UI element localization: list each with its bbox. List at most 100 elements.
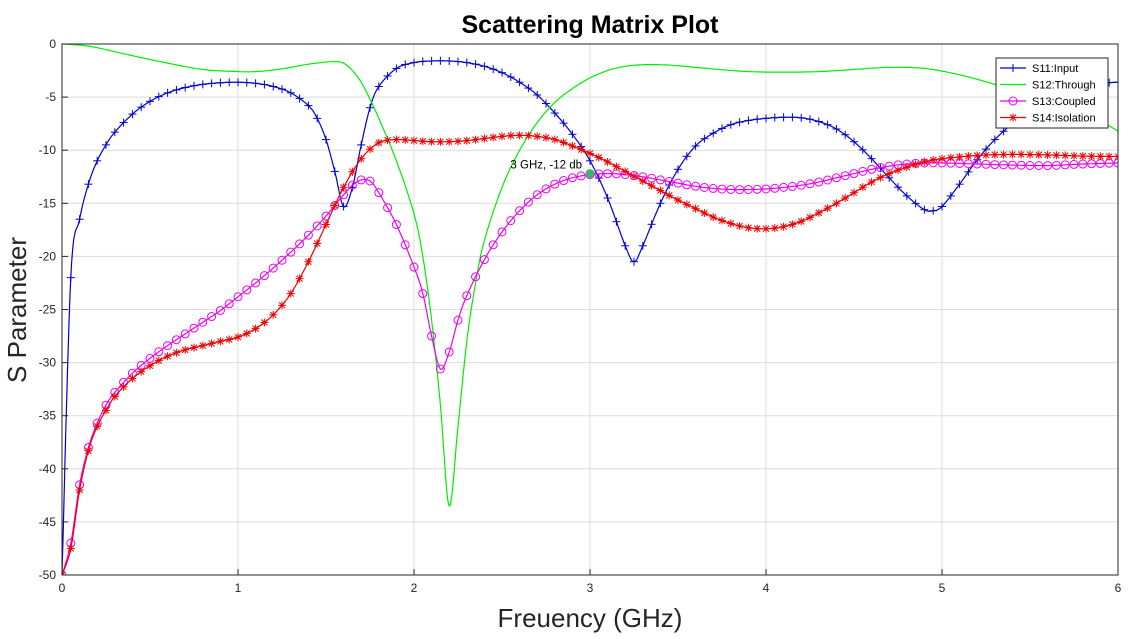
x-tick-label: 2 [411,581,418,595]
asterisk-marker [339,183,348,192]
asterisk-marker [418,137,427,146]
plus-marker [726,120,735,129]
asterisk-marker [762,224,770,233]
circle-marker [1007,160,1017,170]
asterisk-marker [1043,150,1052,159]
asterisk-marker [779,222,788,231]
y-tick-label: -50 [39,568,57,582]
circle-marker [462,291,472,301]
asterisk-marker [603,157,612,166]
asterisk-marker [234,333,242,342]
circle-marker [365,176,375,186]
circle-marker [664,177,674,187]
plus-marker [172,85,181,94]
asterisk-marker [278,301,286,310]
plus-marker [797,113,806,122]
asterisk-marker [102,406,110,415]
asterisk-marker [436,137,445,146]
plus-marker [946,191,955,200]
plus-marker [480,62,489,71]
circle-marker [999,160,1009,170]
circle-marker [761,184,771,194]
series-line [62,44,1118,507]
plus-marker [410,58,418,67]
asterisk-marker [876,173,885,182]
y-tick-label: -45 [39,515,57,529]
circle-marker [224,299,234,309]
asterisk-marker [295,274,304,283]
circle-marker [471,272,481,282]
asterisk-marker [1078,152,1087,161]
circle-marker [1043,161,1053,171]
circle-marker [831,173,841,183]
legend-label: S14:Isolation [1032,113,1096,125]
circle-marker [479,255,489,265]
ticks: 0 1 2 3 4 5 6 0 -5 -10 -15 -20 -25 -30 -35 -40 -45 -50 [39,37,1122,595]
asterisk-marker [946,153,955,162]
circle-marker [374,188,384,198]
asterisk-marker [999,150,1008,159]
circle-marker [787,181,797,191]
y-tick-label: -25 [39,303,57,317]
plus-marker [770,113,779,122]
plus-marker [102,140,110,149]
asterisk-marker [128,374,137,383]
asterisk-marker [867,178,876,187]
asterisk-marker [304,257,313,266]
plus-marker [154,92,163,101]
asterisk-marker [990,150,999,159]
asterisk-marker [515,131,524,140]
asterisk-marker [471,135,480,144]
asterisk-marker [225,335,234,344]
asterisk-marker [462,136,471,145]
circle-marker [259,271,269,281]
circle-marker [541,184,551,194]
plus-marker [656,199,665,208]
plus-marker [920,205,929,214]
series-coupled [62,158,1118,575]
plus-marker [128,110,137,119]
circle-marker [303,230,313,240]
plus-marker [867,154,876,163]
circle-marker [171,335,181,345]
circle-marker [814,177,824,187]
annotations: 3 GHz, -12 db [510,160,595,179]
asterisk-marker [427,137,436,146]
asterisk-marker [286,289,295,298]
circle-marker [735,185,745,195]
asterisk-marker [586,149,594,158]
plus-marker [339,202,348,211]
plus-marker [630,257,638,266]
circle-marker [277,255,287,265]
asterisk-marker [577,145,586,154]
circle-marker [752,184,762,194]
asterisk-marker [550,135,559,144]
plus-marker [542,99,550,108]
circle-marker [409,262,419,272]
asterisk-marker [93,422,102,431]
plus-marker [66,273,75,282]
circle-marker [356,175,366,185]
asterisk-marker [392,135,401,144]
legend-entry: S14:Isolation [1000,113,1096,125]
asterisk-marker [841,194,850,203]
legend-entry: S12:Through [1000,80,1096,92]
plus-marker [762,114,770,123]
plus-marker [964,167,973,176]
circle-marker [805,179,815,189]
plus-marker [357,140,366,149]
circle-marker [726,184,736,194]
plus-marker [330,167,339,176]
asterisk-marker [62,571,66,575]
asterisk-marker [524,131,533,140]
y-tick-label: -40 [39,462,57,476]
y-tick-label: -5 [45,90,56,104]
plus-marker [735,118,744,127]
circle-marker [154,347,164,357]
circle-marker [717,184,727,194]
circle-marker [391,220,401,230]
asterisk-marker [735,221,744,230]
plus-marker [682,152,691,161]
asterisk-marker [366,145,374,154]
